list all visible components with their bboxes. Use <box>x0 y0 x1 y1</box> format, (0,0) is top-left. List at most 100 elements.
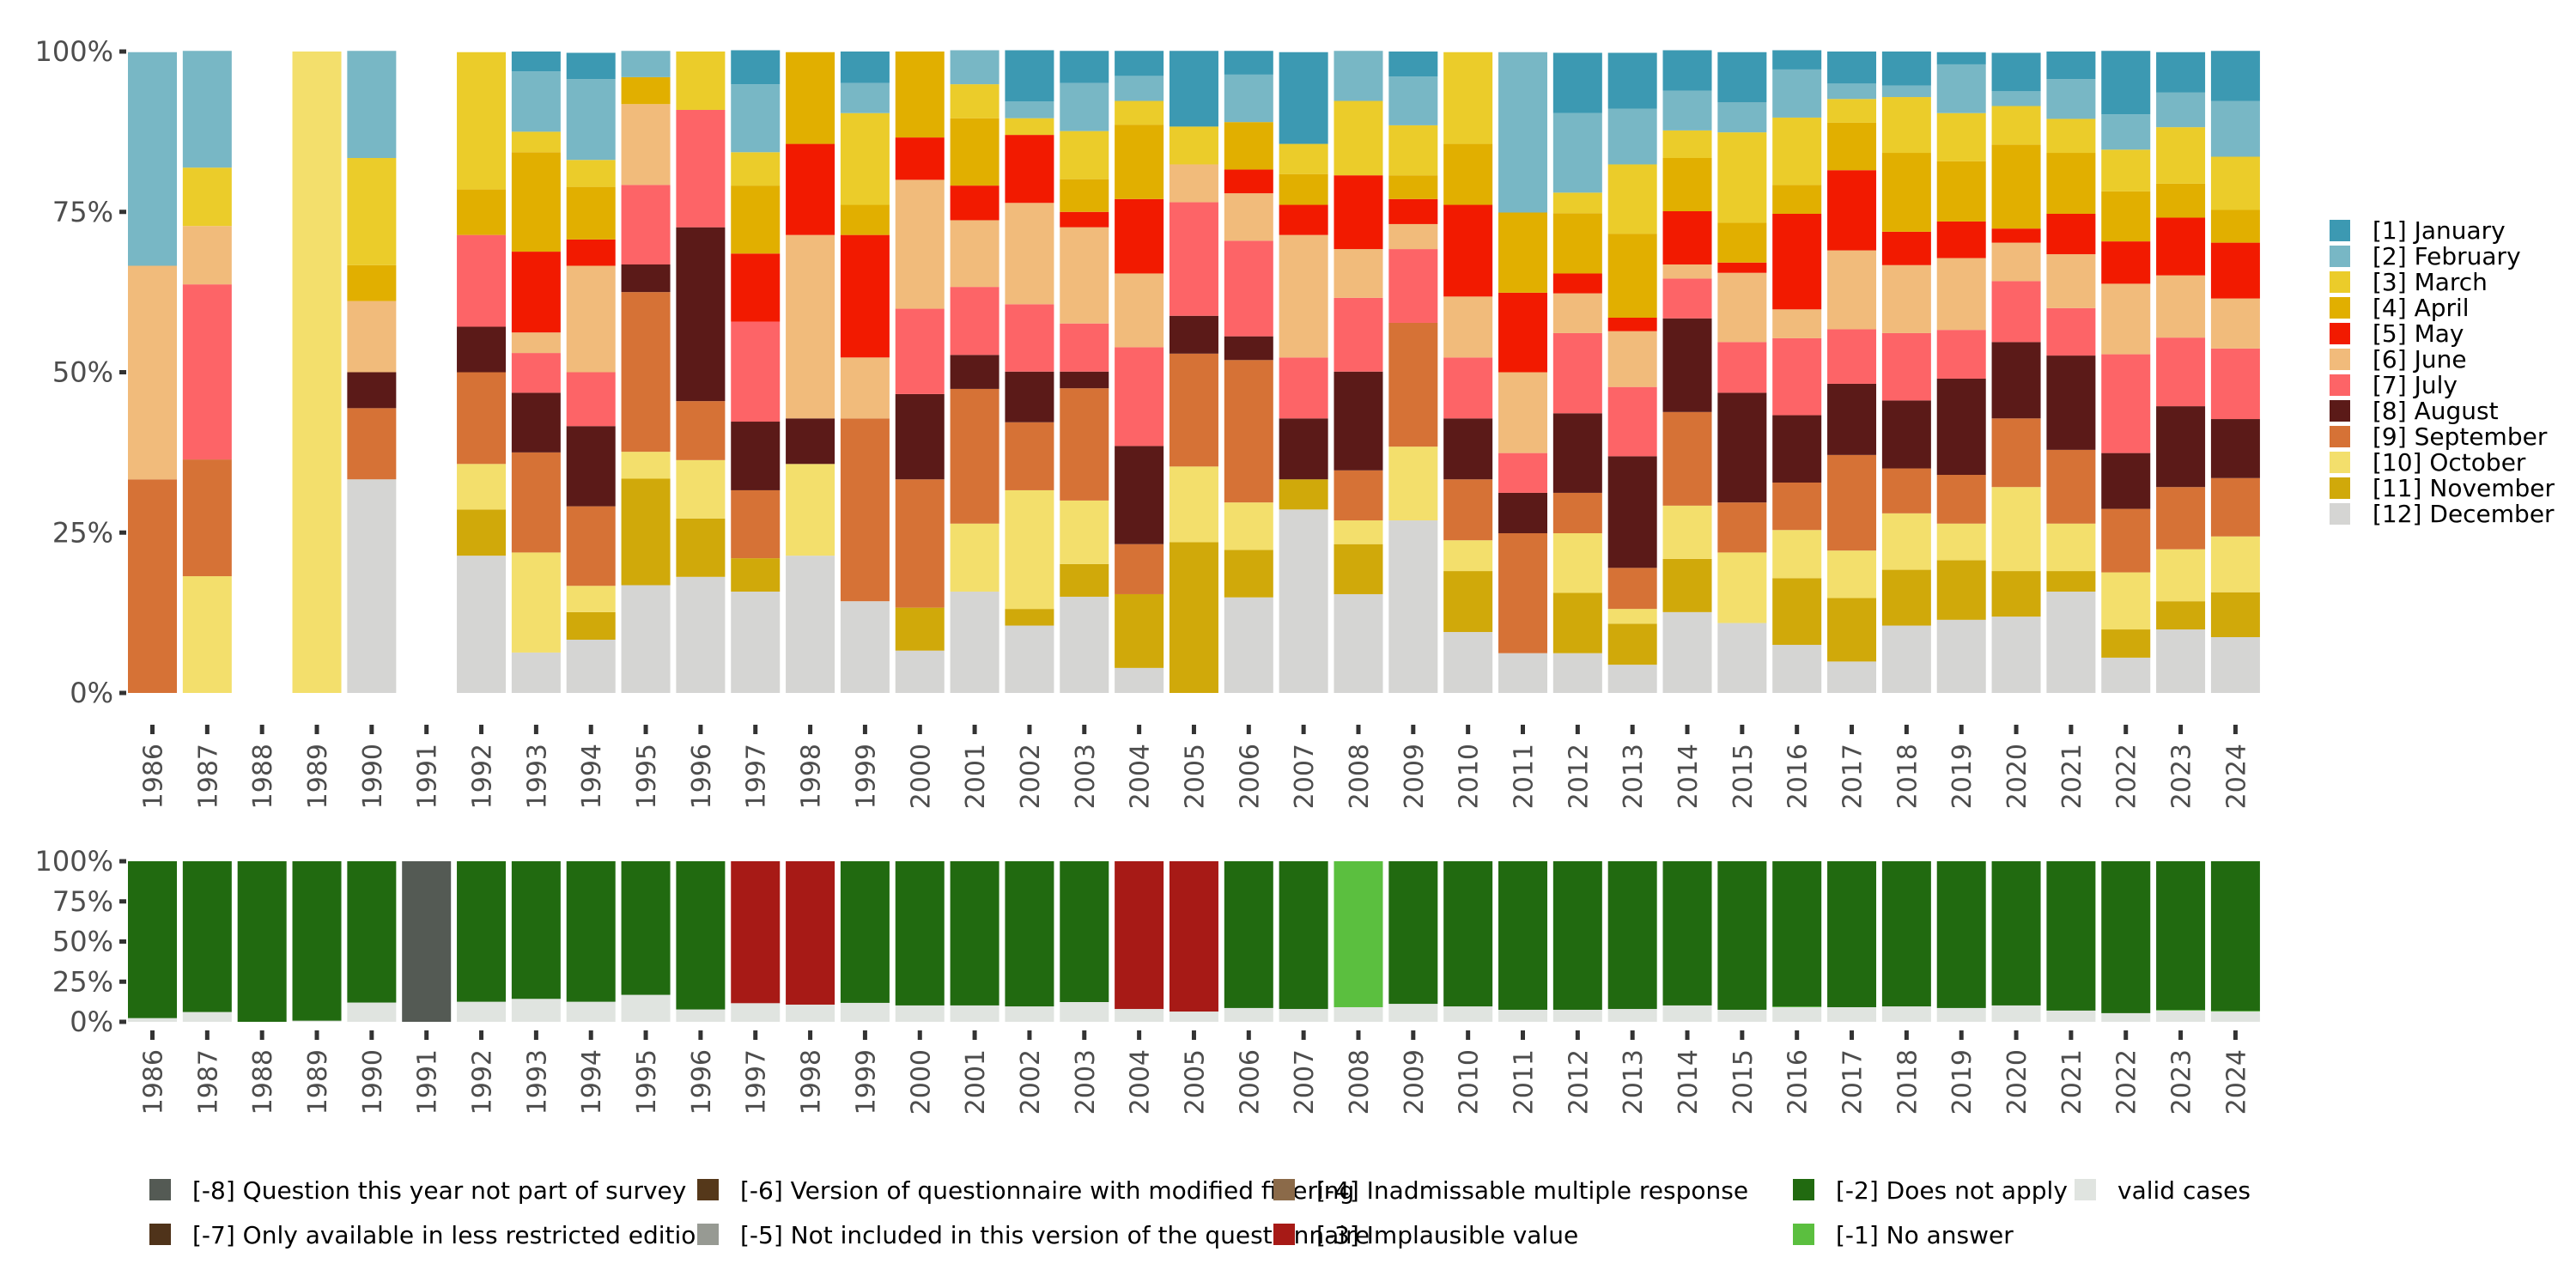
bar-segment <box>1991 281 2041 343</box>
bar-segment <box>128 479 177 693</box>
bar-segment <box>1224 193 1273 241</box>
bar-segment <box>1169 202 1218 316</box>
bar-segment <box>1936 560 1986 620</box>
bar-segment <box>2101 241 2151 284</box>
bar-segment <box>950 220 999 288</box>
bar-segment <box>1991 571 2041 617</box>
legend-swatch <box>2330 374 2350 396</box>
bar-segment <box>1552 592 1602 653</box>
bar-segment <box>182 284 232 460</box>
x-tick-label: 1990 <box>358 1049 388 1115</box>
legend-item: [5] May <box>2330 319 2464 348</box>
bar-segment <box>1224 74 1273 123</box>
legend-label: [6] June <box>2372 345 2467 374</box>
bar-segment <box>2156 52 2206 93</box>
bar-segment <box>2210 210 2260 243</box>
bar-segment <box>1388 175 1438 199</box>
legend-swatch <box>2330 220 2350 241</box>
bar-segment <box>1334 175 1383 250</box>
bar-segment <box>1279 173 1328 205</box>
bar-segment <box>1607 609 1657 624</box>
bar-segment <box>1827 454 1877 551</box>
bar-2006 <box>1224 51 1273 693</box>
bar-segment <box>1388 520 1438 693</box>
bar-segment <box>2101 453 2151 509</box>
bar-segment <box>2210 51 2260 101</box>
bar-segment <box>1717 861 1767 1010</box>
bar-segment <box>1443 861 1493 1007</box>
bar-segment <box>1827 83 1877 100</box>
bar-2011 <box>1498 52 1547 693</box>
bar-segment <box>1552 332 1602 414</box>
bar-1992 <box>457 861 507 1022</box>
bar-segment <box>1991 228 2041 243</box>
bar-segment <box>2210 1012 2260 1022</box>
bar-segment <box>840 357 890 419</box>
bar-2020 <box>1991 52 2041 693</box>
bar-segment <box>2046 861 2096 1011</box>
bar-2003 <box>1060 861 1109 1022</box>
bar-segment <box>840 82 890 113</box>
bar-segment <box>2101 629 2151 658</box>
bar-2008 <box>1334 51 1383 693</box>
x-tick-label: 1996 <box>687 744 717 809</box>
bar-segment <box>182 861 232 1012</box>
bar-segment <box>182 1012 232 1022</box>
bar-segment <box>786 143 835 235</box>
bar-segment <box>1772 1006 1822 1007</box>
x-tick-label: 1991 <box>413 744 443 809</box>
bar-segment <box>402 861 452 1022</box>
legend-item: [9] September <box>2330 422 2548 451</box>
bar-segment <box>895 308 945 394</box>
x-tick-label: 2007 <box>1290 1049 1320 1115</box>
bar-2001 <box>950 50 999 693</box>
bar-segment <box>566 52 616 80</box>
bar-2003 <box>1060 51 1109 693</box>
x-tick-label: 2004 <box>1126 1049 1156 1115</box>
legend-swatch <box>2330 323 2350 344</box>
x-tick-label: 2021 <box>2057 1049 2087 1115</box>
bar-segment <box>2156 406 2206 488</box>
bar-segment <box>1443 143 1493 205</box>
bar-segment <box>1388 198 1438 224</box>
bar-segment <box>566 265 616 373</box>
bar-segment <box>840 861 890 1003</box>
bar-segment <box>1717 102 1767 133</box>
bar-segment <box>1772 415 1822 483</box>
bar-segment <box>1498 292 1547 373</box>
bar-segment <box>511 552 561 653</box>
x-tick-label: 1999 <box>851 1049 881 1115</box>
bar-segment <box>1607 623 1657 665</box>
bar-segment <box>2156 487 2206 550</box>
bar-segment <box>1005 1006 1054 1022</box>
bar-segment <box>1881 231 1931 265</box>
bar-segment <box>1991 617 2041 693</box>
bar-2010 <box>1443 861 1493 1022</box>
bar-segment <box>1772 213 1822 310</box>
bar-segment <box>895 650 945 693</box>
bar-2000 <box>895 861 945 1022</box>
bar-segment <box>566 506 616 586</box>
bar-segment <box>457 52 507 190</box>
bar-segment <box>1936 64 1986 113</box>
x-tick-label: 1995 <box>632 744 662 809</box>
bar-segment <box>2210 637 2260 693</box>
bar-segment <box>2046 523 2096 572</box>
bar-segment <box>1115 593 1164 668</box>
bar-segment <box>566 1001 616 1022</box>
bar-segment <box>1169 542 1218 693</box>
bar-segment <box>731 50 781 85</box>
bar-segment <box>1936 861 1986 1008</box>
bar-segment <box>1881 52 1931 86</box>
legend-label: [-8] Question this year not part of surv… <box>192 1176 686 1205</box>
bar-2011 <box>1498 861 1547 1022</box>
bar-segment <box>1607 164 1657 234</box>
bar-segment <box>511 332 561 354</box>
bar-segment <box>2210 348 2260 420</box>
bar-segment <box>1388 447 1438 521</box>
bar-segment <box>2210 298 2260 349</box>
bar-segment <box>1498 861 1547 1010</box>
bar-segment <box>1607 456 1657 568</box>
x-tick-label: 2012 <box>1564 1049 1594 1115</box>
x-tick-label: 2014 <box>1674 1049 1704 1115</box>
